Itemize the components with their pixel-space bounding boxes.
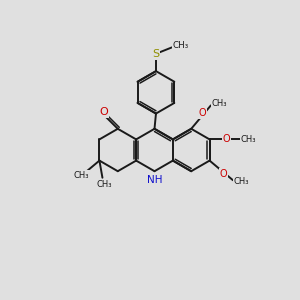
Text: CH₃: CH₃ — [241, 135, 256, 144]
Text: CH₃: CH₃ — [96, 180, 112, 189]
Text: CH₃: CH₃ — [211, 99, 227, 108]
Text: O: O — [220, 169, 227, 179]
Text: NH: NH — [147, 175, 162, 185]
Text: O: O — [199, 108, 206, 118]
Text: CH₃: CH₃ — [74, 171, 89, 180]
Text: CH₃: CH₃ — [172, 41, 189, 50]
Text: O: O — [99, 106, 108, 117]
Text: O: O — [223, 134, 230, 144]
Text: CH₃: CH₃ — [233, 177, 249, 186]
Text: S: S — [152, 49, 160, 59]
